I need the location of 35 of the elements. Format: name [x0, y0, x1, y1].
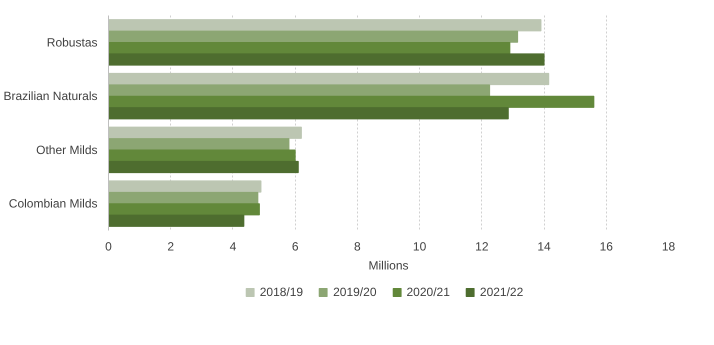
x-tick-label: 6: [292, 240, 299, 254]
bar: [108, 107, 509, 120]
bar: [108, 214, 244, 227]
legend-label: 2018/19: [260, 285, 304, 299]
y-tick-label: Robustas: [46, 35, 98, 50]
x-tick-label: 18: [662, 240, 676, 254]
x-tick-label: 16: [600, 240, 614, 254]
bar: [108, 30, 518, 43]
bar: [108, 84, 490, 97]
y-tick-label: Other Milds: [36, 142, 98, 157]
bar: [108, 126, 302, 139]
x-tick-label: 4: [230, 240, 237, 254]
legend-label: 2020/21: [406, 285, 450, 299]
legend-label: 2019/20: [333, 285, 376, 299]
x-tick-label: 10: [412, 240, 427, 254]
bar: [108, 138, 290, 150]
x-tick-label: 2: [167, 240, 174, 254]
x-tick-label: 14: [537, 240, 552, 254]
bar: [108, 72, 550, 86]
bar: [108, 149, 296, 162]
bar: [108, 180, 262, 193]
bar: [108, 42, 510, 54]
bar: [108, 203, 260, 216]
x-tick-label: 0: [105, 240, 112, 254]
legend-label: 2021/22: [480, 285, 524, 299]
x-tick-label: 12: [475, 240, 489, 254]
x-tick-label: 8: [354, 240, 362, 254]
y-tick-label: Brazilian Naturals: [3, 89, 98, 104]
bar: [108, 192, 258, 204]
x-axis-title: Millions: [368, 258, 409, 272]
bar: [108, 19, 542, 32]
bar: [108, 160, 299, 174]
bar: [108, 96, 594, 108]
y-tick-label: Colombian Milds: [8, 196, 98, 211]
bar: [108, 53, 545, 66]
